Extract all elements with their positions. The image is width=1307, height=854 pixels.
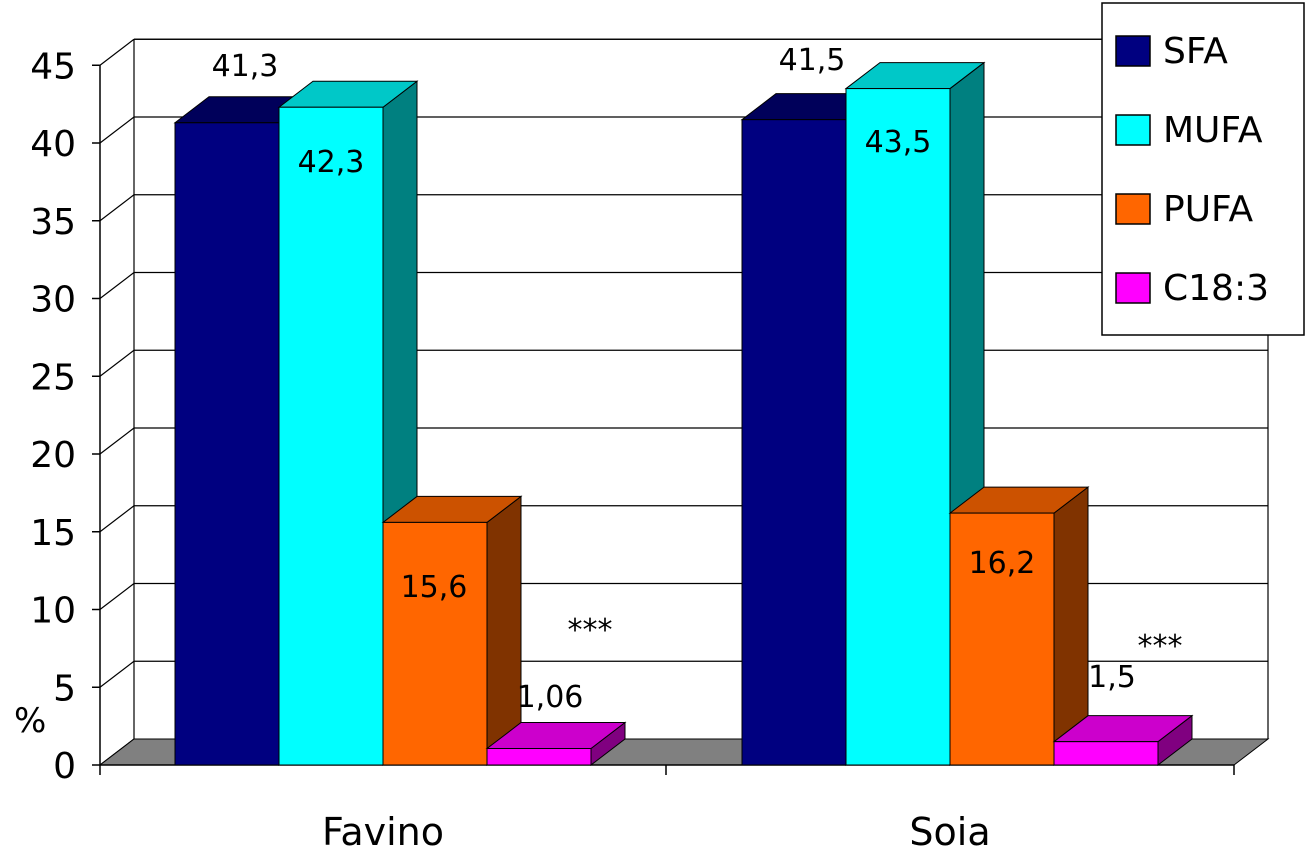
y-tick-label: 15 <box>30 513 76 554</box>
y-tick-label: 35 <box>30 202 76 243</box>
legend-label: SFA <box>1163 31 1228 72</box>
y-tick-label: 45 <box>30 46 76 87</box>
bar-front <box>278 106 384 766</box>
bar-pufa-soia <box>948 486 1090 767</box>
side-wall-line <box>99 349 135 377</box>
data-label: 1,06 <box>517 680 584 715</box>
bars <box>173 61 1194 767</box>
x-category-label: Favino <box>322 810 444 854</box>
y-tick-label: 10 <box>30 591 76 632</box>
legend-swatch <box>1115 114 1151 146</box>
legend-swatch <box>1115 35 1151 67</box>
y-tick-label: 5 <box>53 668 76 709</box>
bar-front <box>1053 741 1159 766</box>
bar-mufa-soia <box>844 61 986 767</box>
legend-label: MUFA <box>1163 110 1263 151</box>
axes: 0 5 10 15 20 25 30 35 40 45 Favino Soia <box>30 39 1235 854</box>
y-tick-label: 40 <box>30 124 76 165</box>
bar-front <box>845 88 951 766</box>
bar-c183-soia <box>1052 714 1194 767</box>
y-tick-label: 20 <box>30 435 76 476</box>
significance-marker: *** <box>1138 629 1183 664</box>
side-wall-line <box>99 427 135 455</box>
bar-front <box>486 748 592 766</box>
side-wall-line <box>99 505 135 533</box>
legend-label: C18:3 <box>1163 268 1269 309</box>
legend-swatch <box>1115 193 1151 225</box>
bar-pufa-favino <box>381 495 523 767</box>
side-wall-line <box>99 272 135 299</box>
significance-marker: *** <box>568 613 613 648</box>
bar-side <box>486 495 522 767</box>
data-label: 15,6 <box>401 570 468 605</box>
y-tick-label: 25 <box>30 357 76 398</box>
data-label: 43,5 <box>865 125 932 160</box>
data-label: 41,3 <box>212 49 279 84</box>
side-wall-line <box>99 194 135 222</box>
data-labels: 41,3 41,542,343,515,616,21,061,5*** *** <box>212 43 1183 715</box>
legend-label: PUFA <box>1163 189 1253 230</box>
data-label: 41,5 <box>779 43 846 78</box>
bar-front <box>741 119 847 766</box>
legend-swatch <box>1115 272 1151 304</box>
data-label: 16,2 <box>969 546 1036 581</box>
side-wall-line <box>99 116 135 144</box>
bar-c183-favino <box>485 721 627 767</box>
y-axis-label: % <box>14 701 46 741</box>
data-label: 1,5 <box>1088 660 1136 695</box>
data-label: 42,3 <box>298 145 365 180</box>
bar-front <box>174 122 280 766</box>
side-wall-line <box>99 583 135 610</box>
legend: SFA MUFA PUFA C18:3 <box>1101 2 1305 336</box>
bar-front <box>949 512 1055 766</box>
bar-front <box>382 521 488 766</box>
side-wall-line <box>99 660 135 688</box>
side-wall-line <box>99 38 135 66</box>
y-tick-label: 30 <box>30 280 76 321</box>
y-tick-label: 0 <box>53 746 76 787</box>
x-category-label: Soia <box>909 810 990 854</box>
